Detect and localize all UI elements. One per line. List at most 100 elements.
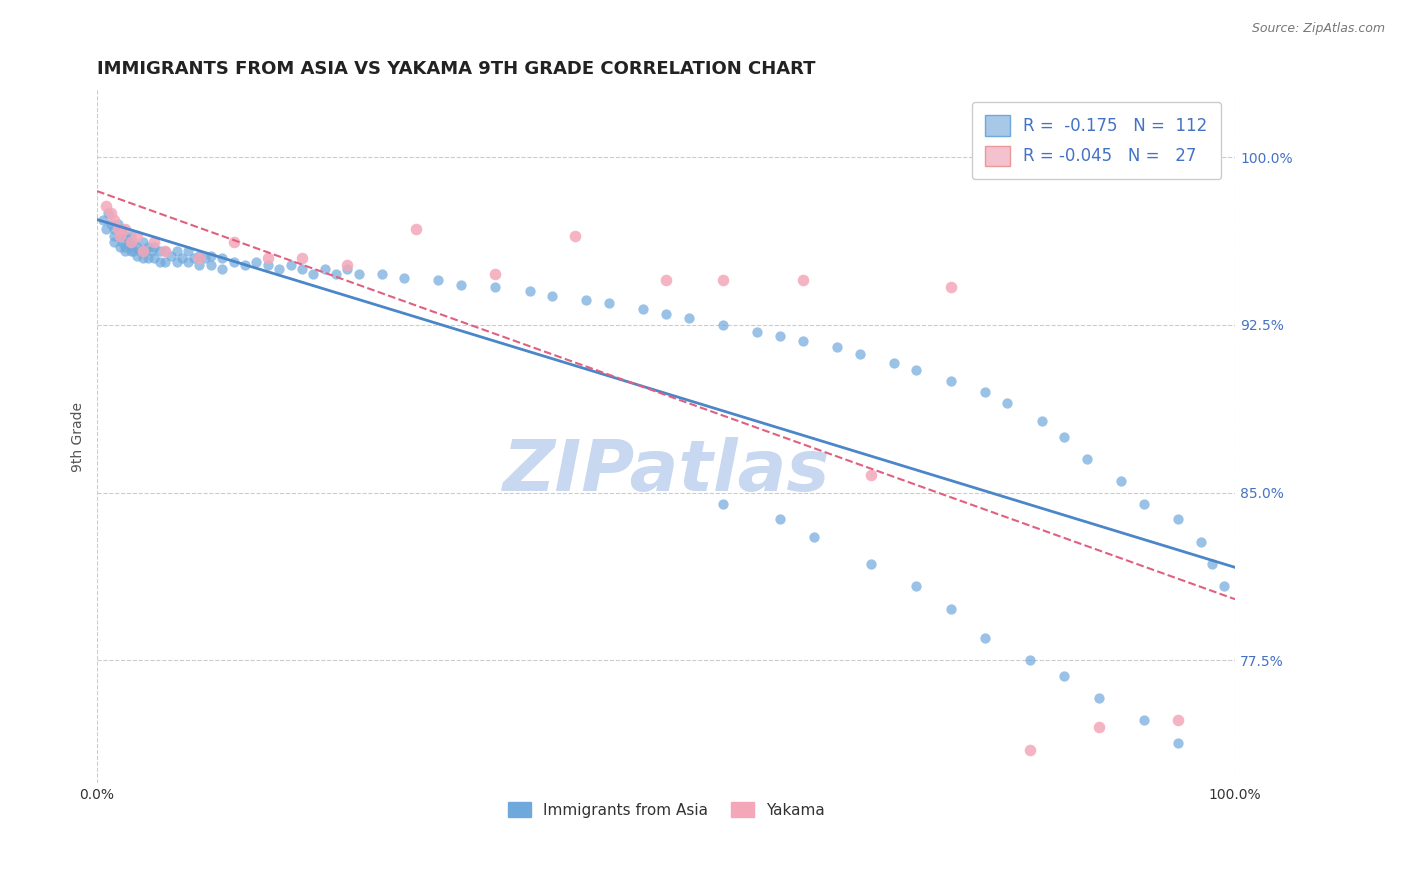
Point [120,235,142,250]
Point [114,244,136,259]
Point [291,251,314,265]
Point [155,244,177,259]
Point [166,244,188,259]
Point [131,244,153,259]
Point [859,557,882,571]
Point [1212,579,1234,593]
Point [125,228,148,243]
Point [678,311,700,326]
Point [848,347,870,361]
Point [655,307,678,321]
Point [100,218,122,232]
Point [103,235,125,250]
Point [997,396,1019,410]
Point [1167,714,1189,728]
Point [111,222,134,236]
Point [291,262,314,277]
Point [1053,430,1076,444]
Text: IMMIGRANTS FROM ASIA VS YAKAMA 9TH GRADE CORRELATION CHART: IMMIGRANTS FROM ASIA VS YAKAMA 9TH GRADE… [97,60,815,78]
Point [200,258,222,272]
Point [484,267,506,281]
Point [711,273,734,287]
Point [94,222,117,236]
Point [450,277,472,292]
Point [1019,742,1042,756]
Point [769,512,792,526]
Point [745,325,768,339]
Point [166,255,188,269]
Point [1189,534,1212,549]
Point [711,318,734,332]
Point [1019,653,1042,667]
Point [120,240,142,254]
Point [97,206,120,220]
Point [155,255,177,269]
Point [222,235,245,250]
Point [114,228,136,243]
Point [125,240,148,254]
Point [200,249,222,263]
Point [142,251,165,265]
Point [905,579,928,593]
Point [103,213,125,227]
Point [1167,736,1189,750]
Point [149,244,172,259]
Point [194,251,217,265]
Point [519,285,541,299]
Point [149,255,172,269]
Point [103,222,125,236]
Point [792,273,814,287]
Point [905,362,928,376]
Point [792,334,814,348]
Point [141,244,163,259]
Point [325,267,347,281]
Point [160,249,183,263]
Point [172,251,194,265]
Point [177,255,200,269]
Point [1087,691,1109,706]
Point [859,467,882,482]
Point [108,228,131,243]
Point [131,244,153,259]
Point [1053,669,1076,683]
Point [107,222,129,236]
Point [405,222,427,236]
Point [939,280,962,294]
Point [711,497,734,511]
Point [939,601,962,615]
Point [1076,452,1098,467]
Point [118,235,141,250]
Point [394,271,416,285]
Text: Source: ZipAtlas.com: Source: ZipAtlas.com [1251,22,1385,36]
Text: ZIPatlas: ZIPatlas [502,437,830,506]
Point [108,228,131,243]
Point [142,240,165,254]
Point [136,240,159,254]
Point [883,356,905,370]
Point [114,240,136,254]
Point [136,251,159,265]
Point [188,249,211,263]
Point [655,273,678,287]
Point [633,302,655,317]
Point [370,267,392,281]
Point [120,228,142,243]
Point [125,249,148,263]
Point [129,244,152,259]
Point [233,258,256,272]
Point [107,218,129,232]
Point [336,258,359,272]
Point [803,530,825,544]
Point [347,267,370,281]
Point [120,244,142,259]
Point [211,262,233,277]
Point [541,289,564,303]
Point [973,384,995,399]
Point [108,222,131,236]
Point [280,258,302,272]
Point [114,222,136,236]
Point [1031,414,1053,428]
Point [111,235,134,250]
Point [122,235,145,250]
Point [122,244,145,259]
